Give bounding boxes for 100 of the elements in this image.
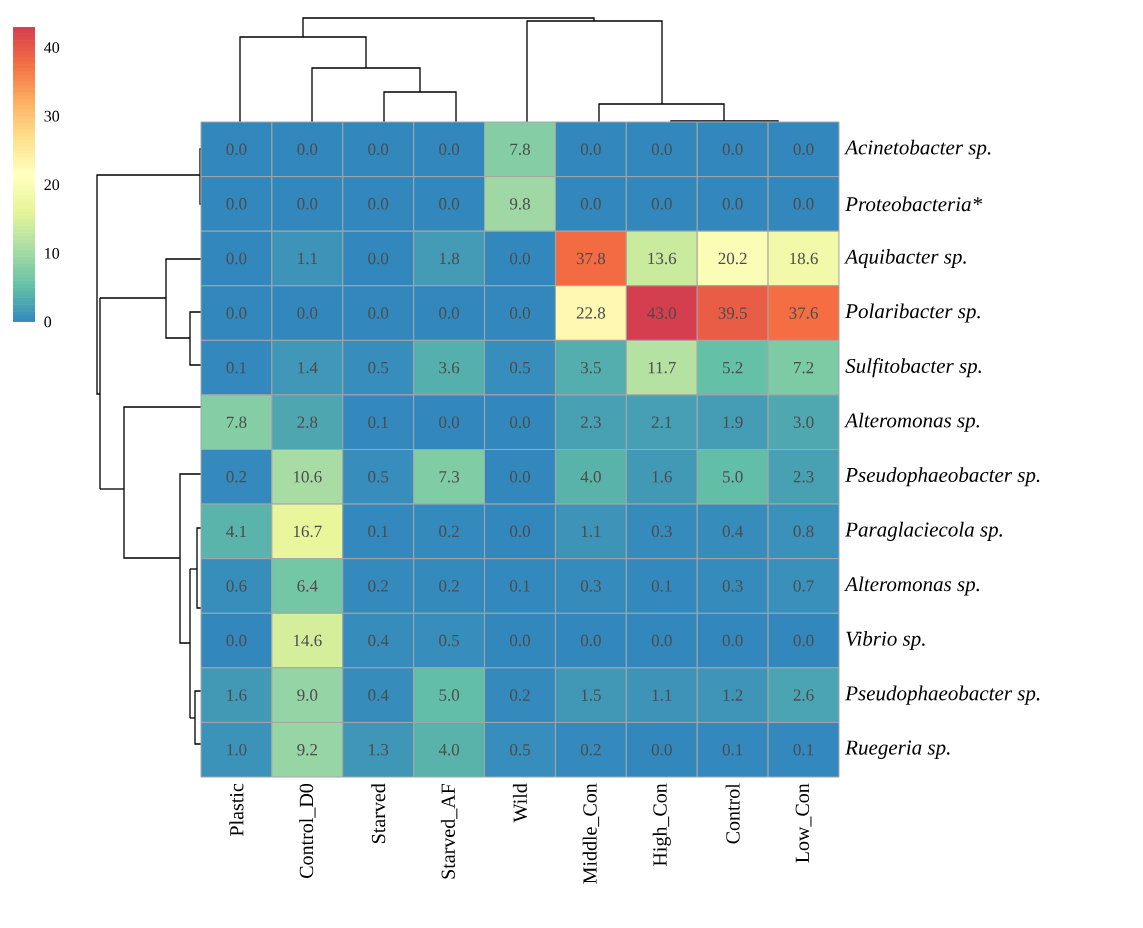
data-label: 1.0 <box>227 743 247 756</box>
data-label: 14.6 <box>293 634 322 647</box>
data-label: 0.0 <box>226 198 247 210</box>
data-label: 0.0 <box>297 143 318 156</box>
data-label: 2.3 <box>793 471 814 483</box>
data-label: 0.5 <box>368 361 389 374</box>
data-label: 1.2 <box>723 689 743 701</box>
data-label: 0.4 <box>722 525 744 538</box>
data-label: 9.8 <box>509 198 530 210</box>
data-label: 0.1 <box>368 525 388 538</box>
data-label: 0.1 <box>651 580 672 592</box>
data-label: 0.5 <box>439 634 460 647</box>
data-label: 0.0 <box>368 307 389 319</box>
data-label: 1.6 <box>652 471 672 483</box>
data-label: 0.0 <box>510 525 530 538</box>
data-label: 0.0 <box>226 143 247 156</box>
data-label: 1.3 <box>369 743 389 756</box>
data-label: 0.4 <box>368 634 389 647</box>
data-label: 11.7 <box>648 361 676 374</box>
x-tick-label: Wild <box>512 783 528 823</box>
data-label: 0.1 <box>368 416 388 428</box>
data-label: 0.6 <box>226 580 247 592</box>
x-tick-label: Starved <box>371 783 386 843</box>
data-label: 0.0 <box>651 143 672 156</box>
data-label: 1.8 <box>439 252 460 265</box>
x-tick-label: Middle_Con <box>582 783 600 884</box>
y-tick-label: Vibrio sp. <box>846 631 925 651</box>
data-label: 0.3 <box>580 580 601 592</box>
color-bar-label: 40 <box>44 42 60 54</box>
data-label: 3.6 <box>439 361 460 374</box>
y-tick-label: Paraglaciecola sp. <box>845 521 1002 541</box>
data-label: 18.6 <box>790 252 818 265</box>
data-label: 0.0 <box>226 307 247 319</box>
data-label: 37.6 <box>789 307 818 319</box>
data-label: 7.2 <box>794 361 814 374</box>
data-label: 0.0 <box>439 198 460 210</box>
data-label: 0.0 <box>510 471 530 483</box>
data-label: 0.0 <box>439 416 460 428</box>
data-label: 0.1 <box>510 580 530 592</box>
x-tick-label: Control_D0 <box>299 783 316 878</box>
data-label: 0.2 <box>439 580 459 592</box>
data-label: 0.0 <box>722 198 743 210</box>
data-label: 0.1 <box>226 361 247 374</box>
data-label: 4.0 <box>438 743 460 756</box>
data-label: 2.8 <box>297 416 318 428</box>
data-label: 5.0 <box>723 471 743 483</box>
x-tick-label: Control <box>725 783 740 844</box>
data-label: 2.1 <box>651 416 672 428</box>
y-tick-label: Alteromonas sp. <box>844 412 980 432</box>
data-label: 0.0 <box>510 634 530 647</box>
y-tick-label: Acinetobacter sp. <box>844 139 991 159</box>
y-tick-label: Polaribacter sp. <box>845 303 980 323</box>
data-label: 0.0 <box>793 634 814 647</box>
data-label: 0.0 <box>510 307 530 319</box>
y-tick-label: Aquibacter sp. <box>844 248 966 268</box>
data-label: 0.0 <box>368 198 389 210</box>
data-label: 22.8 <box>576 307 606 319</box>
data-label: 0.2 <box>439 525 459 538</box>
data-label: 0.0 <box>368 252 389 265</box>
data-label: 0.2 <box>580 743 601 756</box>
color-bar-label: 10 <box>45 247 60 259</box>
data-label: 0.0 <box>297 198 318 210</box>
data-label: 0.0 <box>651 743 672 756</box>
color-bar-label: 20 <box>44 179 60 191</box>
data-label: 0.0 <box>722 634 743 647</box>
data-label: 0.5 <box>368 471 389 483</box>
data-label: 0.0 <box>580 143 601 156</box>
data-label: 0.1 <box>722 743 743 756</box>
data-label: 1.6 <box>227 689 247 701</box>
data-label: 20.2 <box>718 252 747 265</box>
data-label: 0.2 <box>368 580 388 592</box>
data-label: 2.6 <box>793 689 814 701</box>
data-label: 0.0 <box>439 307 460 319</box>
x-tick-label: High_Con <box>652 783 671 866</box>
data-label: 0.0 <box>510 252 530 265</box>
color-bar-label: 30 <box>44 110 60 122</box>
data-label: 0.3 <box>651 525 672 538</box>
data-label: 5.2 <box>723 361 743 374</box>
data-label: 1.1 <box>298 252 317 265</box>
data-label: 10.6 <box>293 471 322 483</box>
data-label: 1.1 <box>581 525 601 538</box>
data-label: 37.8 <box>576 252 606 265</box>
data-label: 0.0 <box>297 307 318 319</box>
data-label: 0.0 <box>793 198 814 210</box>
data-label: 7.8 <box>226 416 247 428</box>
data-label: 0.0 <box>651 634 672 647</box>
data-label: 2.3 <box>581 416 601 428</box>
y-tick-label: Sulfitobacter sp. <box>845 358 981 378</box>
data-label: 0.0 <box>226 634 247 647</box>
data-label: 9.2 <box>297 743 318 756</box>
data-label: 0.3 <box>722 580 743 592</box>
data-label: 0.5 <box>510 361 530 374</box>
data-label: 16.7 <box>293 525 322 538</box>
y-tick-label: Pseudophaeobacter sp. <box>845 685 1040 705</box>
data-label: 4.1 <box>226 525 247 538</box>
data-label: 7.8 <box>510 143 530 156</box>
data-label: 0.2 <box>510 689 530 701</box>
y-tick-label: Ruegeria sp. <box>845 740 950 759</box>
data-label: 0.0 <box>439 143 460 156</box>
data-label: 0.1 <box>793 743 814 756</box>
